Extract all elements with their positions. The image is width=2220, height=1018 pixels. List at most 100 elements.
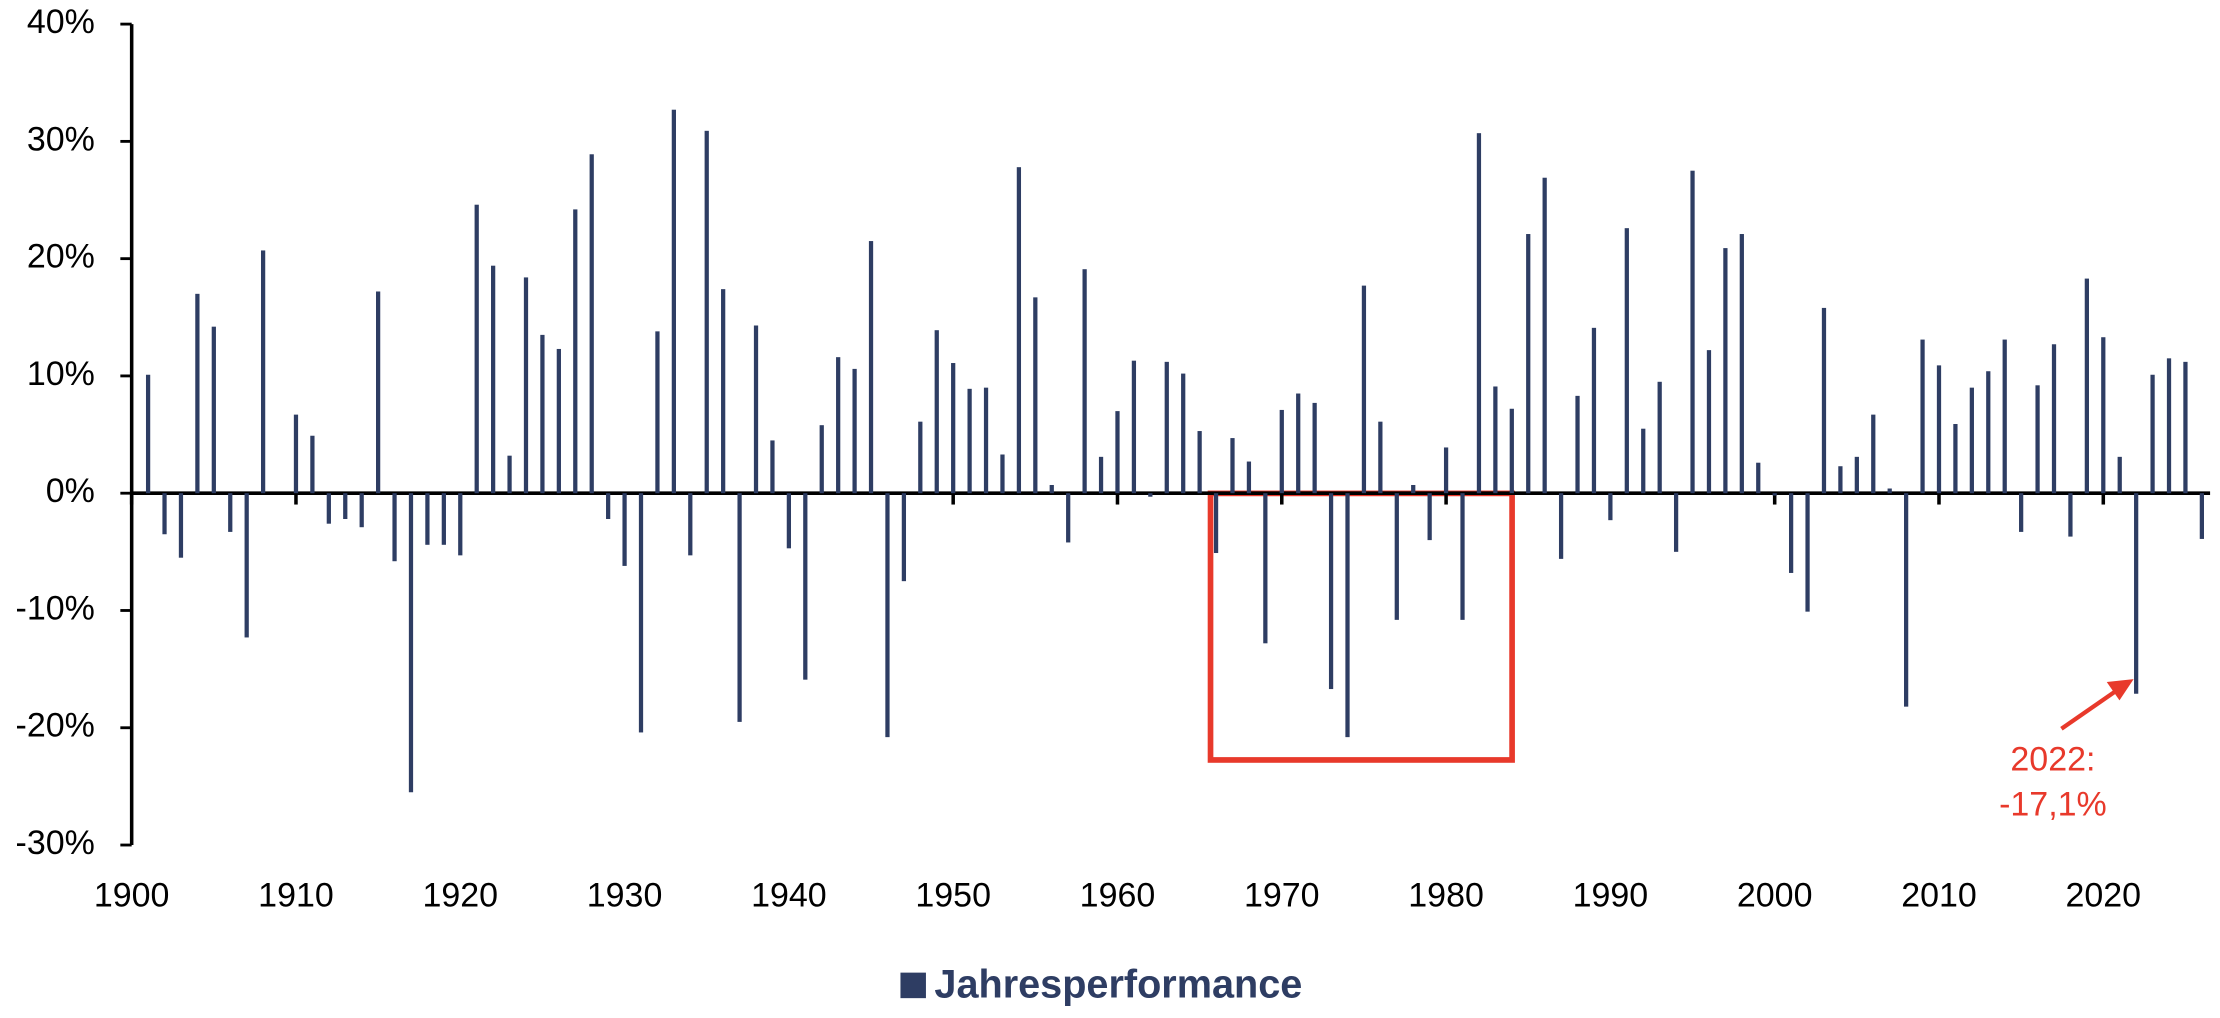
bar [523,277,529,494]
annotation-arrowhead [2106,679,2134,701]
bar [1591,327,1597,494]
bar [441,493,446,545]
bar [1756,462,1761,494]
bar [1181,373,1186,494]
bar [671,109,676,494]
bar [1115,411,1120,494]
bar [1148,493,1153,497]
bar [1854,456,1859,494]
bar [1493,386,1498,494]
bar [540,334,545,494]
bar [573,209,578,494]
bar [556,348,561,494]
bar [392,493,397,562]
bar [1673,493,1679,552]
bar [1098,456,1104,494]
y-tick-label: -30% [16,824,95,862]
bar [1246,461,1252,494]
bar [2117,456,2122,494]
bar [326,493,331,524]
bar [1969,387,1974,494]
bar [474,204,479,494]
bar [1887,488,1892,494]
bar [1575,395,1580,494]
bar [1378,421,1383,494]
bar [852,368,857,494]
bar [1904,493,1909,707]
bar [2183,361,2188,494]
bar [1772,493,1777,496]
bar [1805,493,1810,612]
x-tick-label: 2020 [2065,876,2141,914]
bar [1443,447,1449,494]
bar [1312,402,1317,494]
bar [1624,228,1629,494]
bar [1460,493,1465,620]
bar [1558,493,1564,559]
bar [1328,493,1334,690]
x-tick-label: 2010 [1901,876,1977,914]
y-tick-label: -10% [16,589,95,627]
bar [228,493,233,532]
x-tick-label: 1900 [94,876,170,914]
bar [589,154,594,494]
x-tick-label: 2000 [1737,876,1813,914]
bar [1066,493,1071,543]
y-tick-label: 20% [27,238,95,276]
x-tick-label: 1920 [422,876,498,914]
bar [1608,493,1613,521]
annotation: 2022: [2010,740,2095,778]
x-tick-label: 1940 [751,876,827,914]
bar [1542,177,1547,494]
x-tick-label: 1930 [587,876,663,914]
bar [425,493,430,545]
bar [2068,493,2073,537]
bar [1197,431,1202,494]
y-tick-label: 10% [27,355,95,393]
bar [1953,424,1958,494]
bar [2084,278,2089,494]
bar [343,493,348,520]
bar [836,357,841,494]
bar [1033,297,1038,494]
bar [1427,493,1432,541]
bar [655,331,660,494]
bar [1082,269,1087,494]
bar [1986,371,1991,494]
bar [2166,358,2172,494]
bar [737,493,742,722]
bar [1131,360,1137,494]
x-tick-label: 1910 [258,876,334,914]
bar [1821,307,1827,494]
bar [1049,484,1054,494]
bar [2199,493,2204,539]
bar [1279,409,1284,494]
bar [1641,428,1646,494]
bar [2002,339,2007,494]
bar [491,265,496,494]
bar [1739,234,1744,494]
bar [211,326,216,494]
bar [1296,393,1301,494]
bar [2019,493,2024,532]
bar [2150,374,2155,494]
bar [310,435,315,494]
bar [2051,344,2057,494]
bar [918,421,923,494]
bar [408,493,414,793]
bar [1936,365,1942,494]
bar [162,493,167,535]
bar [1230,438,1235,494]
bar [1394,493,1399,620]
bar [458,493,463,556]
bar [622,493,627,566]
bar [1213,493,1219,554]
bar [2035,385,2040,494]
bar [1345,493,1350,738]
bar [359,493,364,528]
bar [786,493,792,549]
bar [2101,337,2106,494]
bar [885,493,890,738]
x-tick-label: 1950 [915,876,991,914]
